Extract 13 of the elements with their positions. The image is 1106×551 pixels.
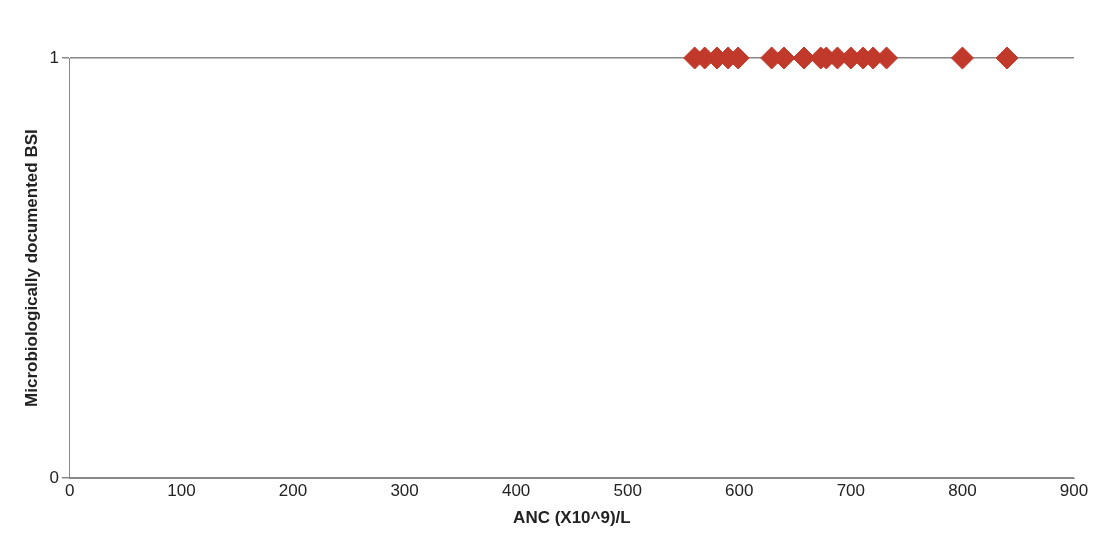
x-tick-label: 200: [278, 481, 308, 501]
x-tick-label: 0: [65, 481, 75, 501]
x-tick-label: 300: [390, 481, 419, 501]
x-tick-label: 900: [1059, 481, 1089, 501]
x-tick-label: 100: [167, 481, 196, 501]
x-axis-title: ANC (X10^9)/L: [513, 508, 631, 528]
x-tick-label: 400: [501, 481, 531, 501]
x-tick-label: 800: [948, 481, 977, 501]
y-tick-label: 1: [49, 47, 59, 67]
x-tick-label: 600: [725, 481, 754, 501]
y-axis-title: Microbiologically documented BSI: [21, 129, 41, 407]
x-tick-label: 500: [613, 481, 642, 501]
x-tick-label: 700: [836, 481, 866, 501]
